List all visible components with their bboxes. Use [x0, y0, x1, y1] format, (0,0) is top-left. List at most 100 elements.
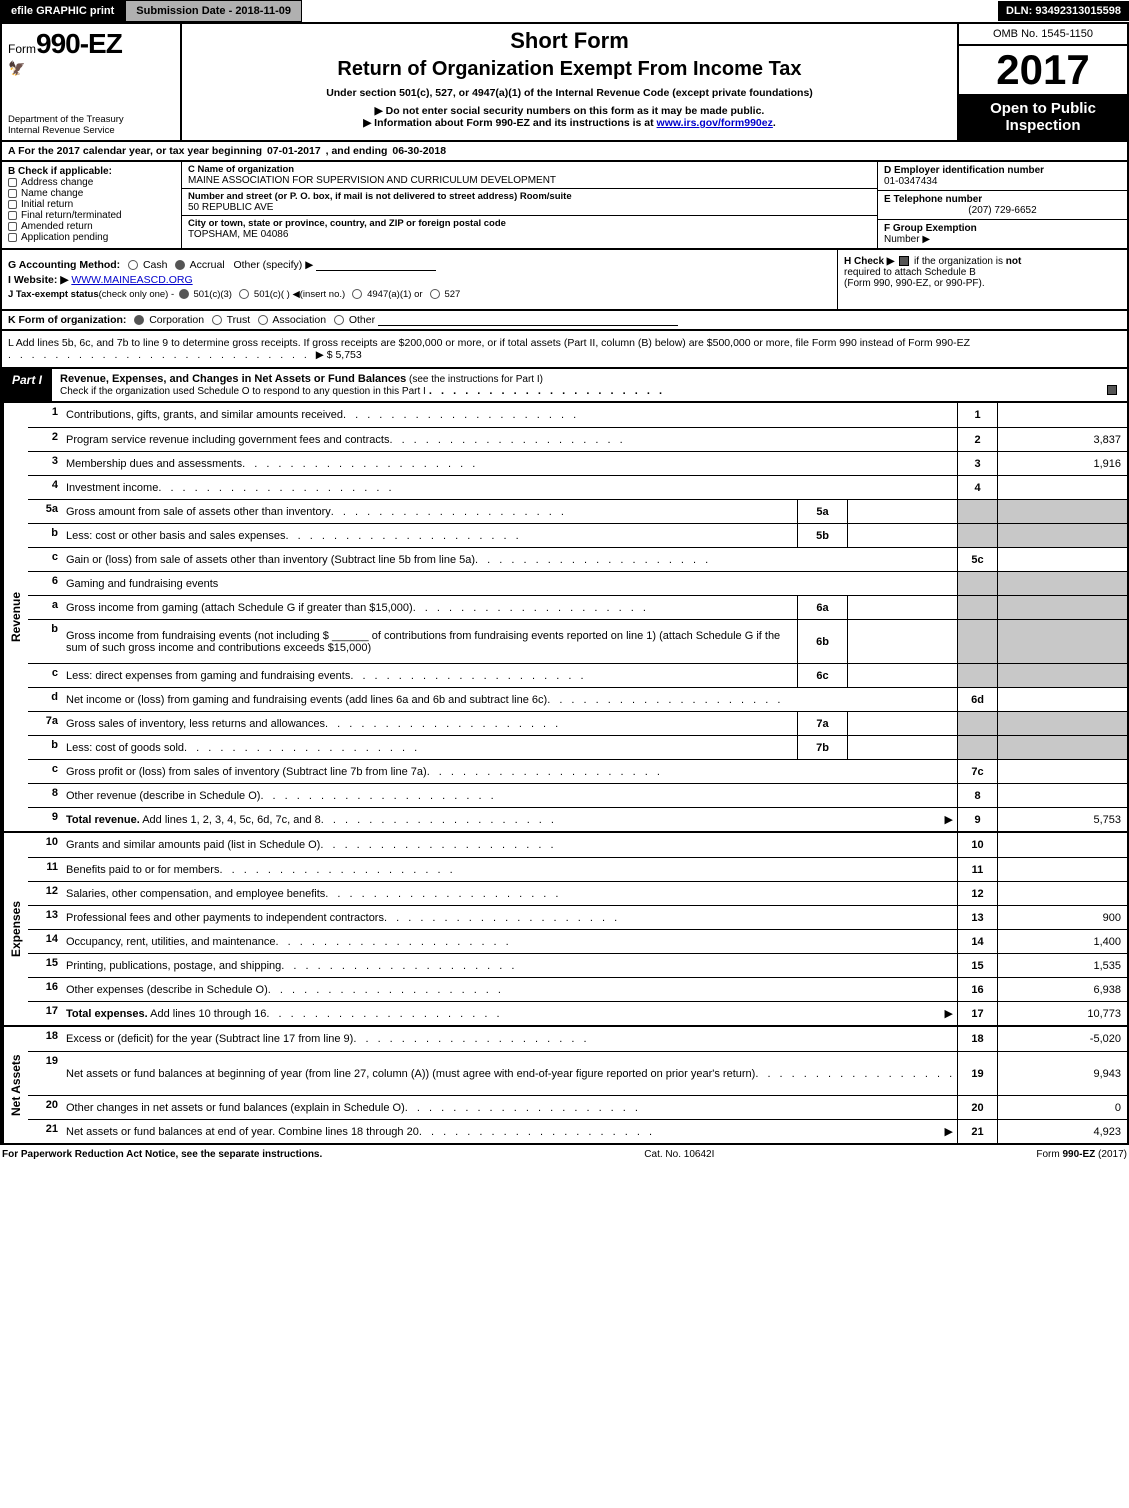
efile-print-button[interactable]: efile GRAPHIC print	[0, 0, 125, 22]
line-desc: Membership dues and assessments . . . . …	[62, 452, 957, 475]
amount-cell: 0	[997, 1096, 1127, 1119]
line-row: 4Investment income . . . . . . . . . . .…	[28, 475, 1127, 499]
tax-year: 2017	[959, 46, 1127, 94]
line-number: 10	[28, 833, 62, 857]
other-org-radio[interactable]	[334, 315, 344, 325]
corp-radio[interactable]	[134, 315, 144, 325]
line-desc: Salaries, other compensation, and employ…	[62, 882, 957, 905]
schedule-o-checkbox[interactable]	[1107, 385, 1117, 395]
form-ref-year: 2017	[1101, 1149, 1123, 1160]
line-number: 3	[28, 452, 62, 475]
4947-radio[interactable]	[352, 289, 362, 299]
sub-amount	[847, 712, 957, 735]
line-desc: Benefits paid to or for members . . . . …	[62, 858, 957, 881]
line-number: 20	[28, 1096, 62, 1119]
line-ref: 7c	[957, 760, 997, 783]
line-l-amount: ▶ $ 5,753	[316, 349, 362, 361]
line-number: b	[28, 620, 62, 663]
line-ref-grey	[957, 500, 997, 523]
sub-amount	[847, 596, 957, 619]
line-row: 16Other expenses (describe in Schedule O…	[28, 977, 1127, 1001]
website-label: I Website: ▶	[8, 274, 68, 286]
tax-exempt-note: (check only one) -	[99, 289, 177, 300]
line-number: 17	[28, 1002, 62, 1025]
line-row: bGross income from fundraising events (n…	[28, 619, 1127, 663]
opt-final-return: Final return/terminated	[21, 210, 122, 221]
line-ref: 1	[957, 403, 997, 427]
irs-form-link[interactable]: www.irs.gov/form990ez	[657, 117, 773, 129]
amount-cell: -5,020	[997, 1027, 1127, 1051]
line-row: 13Professional fees and other payments t…	[28, 905, 1127, 929]
line-number: 12	[28, 882, 62, 905]
form-ref-number: 990-EZ	[1062, 1149, 1095, 1160]
section-b-header: B Check if applicable:	[8, 166, 175, 177]
line-ref: 12	[957, 882, 997, 905]
ein-value: 01-0347434	[884, 176, 1121, 187]
dept-treasury: Department of the Treasury	[8, 114, 174, 125]
line-number: 13	[28, 906, 62, 929]
527-radio[interactable]	[430, 289, 440, 299]
line-row: bLess: cost or other basis and sales exp…	[28, 523, 1127, 547]
website-link[interactable]: WWW.MAINEASCD.ORG	[71, 274, 192, 286]
amount-grey	[997, 712, 1127, 735]
return-title: Return of Organization Exempt From Incom…	[188, 58, 951, 81]
line-number: 5a	[28, 500, 62, 523]
check-application-pending[interactable]: Application pending	[8, 232, 175, 243]
amount-cell: 900	[997, 906, 1127, 929]
amount-grey	[997, 736, 1127, 759]
line-desc: Gross income from gaming (attach Schedul…	[62, 596, 797, 619]
trust-radio[interactable]	[212, 315, 222, 325]
line-row: cGain or (loss) from sale of assets othe…	[28, 547, 1127, 571]
line-desc: Gross sales of inventory, less returns a…	[62, 712, 797, 735]
form-of-org-label: K Form of organization:	[8, 314, 126, 326]
city-value: TOPSHAM, ME 04086	[188, 229, 871, 240]
line-number: 16	[28, 978, 62, 1001]
line-row: bLess: cost of goods sold . . . . . . . …	[28, 735, 1127, 759]
line-number: b	[28, 524, 62, 547]
netassets-side-label: Net Assets	[2, 1027, 28, 1143]
amount-cell: 9,943	[997, 1052, 1127, 1095]
org-name-value: MAINE ASSOCIATION FOR SUPERVISION AND CU…	[188, 175, 871, 186]
check-final-return[interactable]: Final return/terminated	[8, 210, 175, 221]
check-amended-return[interactable]: Amended return	[8, 221, 175, 232]
line-desc: Gross income from fundraising events (no…	[62, 620, 797, 663]
form-number-big: 990-EZ	[36, 28, 122, 59]
501c-radio[interactable]	[239, 289, 249, 299]
line-desc: Investment income . . . . . . . . . . . …	[62, 476, 957, 499]
amount-cell	[997, 882, 1127, 905]
501c3-radio[interactable]	[179, 289, 189, 299]
line-number: 8	[28, 784, 62, 807]
check-name-change[interactable]: Name change	[8, 188, 175, 199]
line-row: aGross income from gaming (attach Schedu…	[28, 595, 1127, 619]
line-desc: Other revenue (describe in Schedule O) .…	[62, 784, 957, 807]
line-ref: 19	[957, 1052, 997, 1095]
line-number: a	[28, 596, 62, 619]
line-desc: Less: cost of goods sold . . . . . . . .…	[62, 736, 797, 759]
line-desc: Gaming and fundraising events	[62, 572, 957, 595]
assoc-radio[interactable]	[258, 315, 268, 325]
line-number: 11	[28, 858, 62, 881]
tax-exempt-label: J Tax-exempt status	[8, 289, 99, 300]
schedule-b-checkbox[interactable]	[899, 256, 909, 266]
cash-label: Cash	[143, 259, 168, 271]
form-prefix: Form	[8, 42, 36, 56]
line-row: cLess: direct expenses from gaming and f…	[28, 663, 1127, 687]
line-ref: 4	[957, 476, 997, 499]
501c3-label: 501(c)(3)	[193, 289, 232, 300]
check-initial-return[interactable]: Initial return	[8, 199, 175, 210]
line-row: 15Printing, publications, postage, and s…	[28, 953, 1127, 977]
other-org-input[interactable]	[378, 315, 678, 326]
cash-radio[interactable]	[128, 260, 138, 270]
line-row: 21Net assets or fund balances at end of …	[28, 1119, 1127, 1143]
accrual-radio[interactable]	[175, 260, 185, 270]
h-txt1: if the organization is	[914, 256, 1006, 267]
sub-line-ref: 6a	[797, 596, 847, 619]
short-form-title: Short Form	[188, 28, 951, 54]
omb-number: OMB No. 1545-1150	[959, 24, 1127, 46]
other-specify-input[interactable]	[316, 260, 436, 271]
check-address-change[interactable]: Address change	[8, 177, 175, 188]
h-txt2: required to attach Schedule B	[844, 267, 976, 278]
amount-grey	[997, 524, 1127, 547]
submission-date-button[interactable]: Submission Date - 2018-11-09	[125, 0, 302, 22]
line-row: 11Benefits paid to or for members . . . …	[28, 857, 1127, 881]
